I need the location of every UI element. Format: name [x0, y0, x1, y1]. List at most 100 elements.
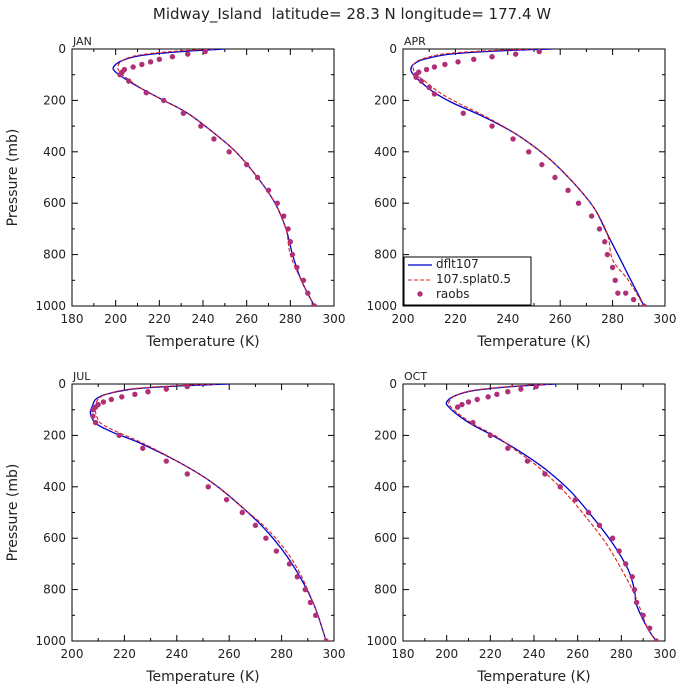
x-tick-label: 260	[549, 312, 572, 326]
raobs-point	[263, 535, 269, 541]
x-tick-label: 240	[192, 312, 215, 326]
raobs-point	[423, 66, 430, 73]
legend-entry: dflt107	[436, 257, 479, 271]
raobs-point	[512, 51, 519, 57]
raobs-point	[542, 471, 548, 477]
legend-entry: raobs	[436, 287, 470, 301]
y-tick-label: 600	[43, 531, 66, 545]
x-tick-label: 180	[392, 647, 415, 661]
x-tick-label: 220	[148, 312, 171, 326]
raobs-point	[426, 84, 432, 91]
raobs-point	[629, 574, 635, 580]
panel-apr: 200 220 240 260 280 300 0 200 400 600 800 1000 APR Te…	[366, 35, 676, 350]
raobs-point	[631, 586, 638, 593]
raobs-point	[465, 399, 472, 405]
raobs-point	[139, 61, 145, 68]
x-tick-label: 280	[610, 647, 633, 661]
y-tick-label: 800	[43, 248, 66, 262]
raobs-point	[163, 386, 170, 392]
raobs-point	[147, 59, 154, 65]
series-group	[445, 384, 659, 641]
raobs-point	[294, 264, 300, 271]
raobs-point	[100, 399, 107, 405]
y-tick-label: 200	[43, 93, 66, 107]
raobs-point	[130, 64, 136, 70]
x-axis-label: Temperature (K)	[476, 334, 590, 350]
series-group	[410, 49, 647, 306]
x-tick-label: 180	[61, 312, 84, 326]
raobs-point	[281, 213, 287, 219]
x-tick-label: 220	[113, 647, 136, 661]
raobs-point	[307, 599, 314, 606]
raobs-point	[239, 509, 245, 516]
raobs-point	[630, 296, 637, 303]
raobs-point	[470, 419, 476, 426]
series-line-dflt107	[410, 49, 645, 306]
raobs-point	[305, 290, 311, 296]
raobs-point	[460, 110, 466, 116]
raobs-point	[311, 303, 318, 306]
raobs-point	[431, 91, 438, 97]
y-tick-label: 400	[374, 480, 397, 494]
y-axis-label: Pressure (mb)	[5, 129, 21, 227]
x-tick-label: 240	[496, 312, 519, 326]
x-axis-label: Temperature (K)	[145, 669, 259, 685]
raobs-point	[487, 432, 494, 439]
raobs-point	[265, 187, 272, 194]
raobs-point	[92, 419, 99, 426]
raobs-point	[494, 391, 500, 397]
raobs-point	[294, 574, 301, 580]
raobs-point	[119, 394, 125, 400]
y-tick-label: 1000	[366, 634, 397, 648]
series-line-107-splat0-5	[117, 49, 315, 306]
panel-jan: 180 200 220 240 260 280 300 0 200 400 600 800 1000 JA…	[5, 35, 345, 350]
panel-oct: 180 200 220 240 260 280 300 0 200 400 600 800 1000 OC…	[366, 370, 676, 685]
raobs-point	[145, 389, 151, 395]
raobs-point	[90, 407, 96, 413]
series-line-dflt107	[89, 384, 327, 641]
raobs-point	[169, 54, 176, 60]
raobs-point	[252, 522, 259, 529]
y-tick-label: 0	[389, 377, 397, 391]
raobs-point	[596, 226, 603, 232]
y-tick-label: 1000	[366, 299, 397, 313]
raobs-point	[431, 64, 438, 70]
legend-entry: 107.splat0.5	[436, 272, 511, 286]
x-tick-label: 280	[279, 312, 302, 326]
x-tick-label: 260	[235, 312, 258, 326]
raobs-point	[198, 123, 204, 129]
raobs-point	[442, 61, 448, 68]
raobs-point	[505, 445, 511, 451]
y-tick-label: 0	[58, 377, 66, 391]
raobs-point	[623, 290, 629, 296]
raobs-point	[312, 612, 319, 618]
x-tick-label: 200	[392, 312, 415, 326]
raobs-point	[596, 522, 603, 529]
x-tick-label: 300	[323, 312, 346, 326]
raobs-point	[140, 445, 146, 451]
raobs-point	[526, 149, 532, 155]
y-tick-label: 0	[389, 42, 397, 56]
raobs-point	[615, 290, 621, 296]
raobs-point	[286, 561, 293, 567]
raobs-point	[132, 391, 138, 397]
raobs-point	[302, 586, 308, 593]
x-tick-label: 240	[165, 647, 188, 661]
panel-label: JUL	[72, 370, 91, 383]
series-line-dflt107	[445, 384, 657, 641]
raobs-point	[117, 72, 123, 78]
panel-label: APR	[404, 35, 426, 48]
raobs-point	[223, 496, 230, 503]
raobs-point	[533, 384, 539, 390]
raobs-point	[489, 54, 495, 60]
x-tick-label: 220	[444, 312, 467, 326]
x-tick-label: 300	[654, 312, 677, 326]
raobs-point	[510, 136, 516, 142]
raobs-point	[565, 187, 571, 194]
raobs-point	[653, 638, 659, 641]
raobs-point	[489, 123, 495, 129]
y-tick-label: 800	[374, 583, 397, 597]
x-tick-label: 220	[479, 647, 502, 661]
series-line-dflt107	[112, 49, 315, 306]
raobs-point	[609, 535, 616, 541]
